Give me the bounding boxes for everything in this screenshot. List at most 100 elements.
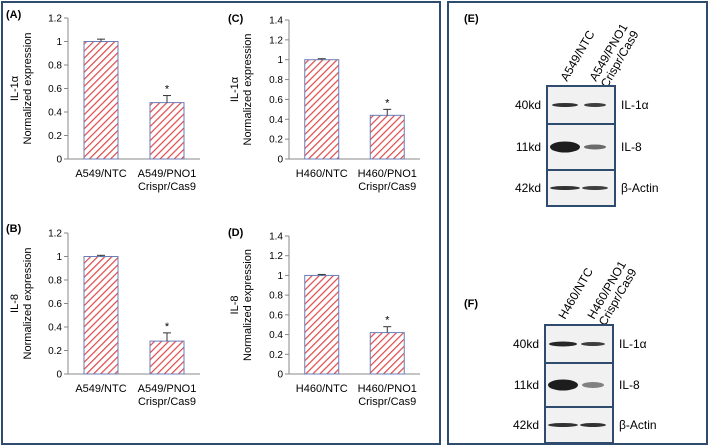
y-tick-label: 0.6 bbox=[48, 299, 62, 310]
category-label: H460/NTC bbox=[296, 168, 348, 180]
protein-label: IL-8 bbox=[619, 378, 640, 392]
molecular-weight: 40kd bbox=[515, 98, 541, 112]
y-tick-label: 0 bbox=[277, 155, 283, 166]
bar bbox=[369, 114, 405, 160]
y-axis-sublabel: Normalized expression bbox=[242, 34, 254, 146]
y-tick-label: 0 bbox=[56, 155, 62, 166]
panel-label: (C) bbox=[228, 13, 244, 25]
blot-band bbox=[584, 103, 606, 107]
y-axis-sublabel: Normalized expression bbox=[22, 33, 34, 145]
category-label: A549/PNO1 Crispr/Cas9 bbox=[138, 383, 197, 408]
molecular-weight: 11kd bbox=[514, 378, 539, 392]
protein-label: IL-1α bbox=[619, 337, 647, 351]
panel-label: (E) bbox=[464, 13, 479, 25]
y-tick-label: 0.6 bbox=[269, 310, 283, 321]
significance-marker: * bbox=[385, 315, 390, 327]
y-tick-label: 1.2 bbox=[269, 35, 283, 46]
panel-label: (F) bbox=[464, 298, 478, 310]
y-tick-label: 0 bbox=[56, 370, 62, 381]
y-tick-label: 0.8 bbox=[48, 276, 62, 287]
y-tick-label: 0.8 bbox=[269, 291, 283, 302]
bar bbox=[149, 340, 185, 375]
y-tick-label: 0.2 bbox=[48, 346, 62, 357]
panel-label: (A) bbox=[6, 9, 22, 21]
y-tick-label: 0.6 bbox=[48, 84, 62, 95]
blot-band bbox=[550, 141, 580, 153]
y-tick-label: 1.4 bbox=[269, 16, 283, 27]
y-axis-label: IL-8 bbox=[9, 294, 21, 313]
category-label: A549/NTC bbox=[75, 168, 126, 180]
y-tick-label: 0.4 bbox=[48, 323, 62, 334]
blot-band bbox=[582, 186, 608, 190]
y-tick-label: 0.8 bbox=[48, 61, 62, 72]
y-tick-label: 0 bbox=[277, 370, 283, 381]
blot-band bbox=[550, 186, 580, 190]
blot-band bbox=[552, 103, 578, 107]
protein-label: IL-1α bbox=[621, 98, 649, 112]
blot-box bbox=[546, 85, 616, 207]
y-tick-label: 1.4 bbox=[269, 232, 283, 243]
y-tick-label: 0.2 bbox=[48, 131, 62, 142]
y-axis-label: IL-1α bbox=[9, 75, 21, 101]
y-tick-label: 1.2 bbox=[48, 229, 62, 240]
y-axis-label: IL-1α bbox=[229, 76, 241, 102]
blot-band bbox=[584, 144, 606, 150]
category-label: H460/PNO1 Crispr/Cas9 bbox=[358, 383, 417, 408]
category-label: A549/NTC bbox=[75, 383, 126, 395]
left-panel-frame bbox=[1, 1, 441, 445]
category-label: H460/NTC bbox=[296, 383, 348, 395]
significance-marker: * bbox=[165, 321, 170, 333]
molecular-weight: 40kd bbox=[513, 337, 539, 351]
y-tick-label: 0.8 bbox=[269, 75, 283, 86]
chart-a: (A) 0 0.2 0.4 0.6 0.8 1 1.2 IL-1α Normalized expr… bbox=[6, 9, 200, 193]
lane-label: A549/PNO1Crispr/Cas9 bbox=[586, 21, 642, 90]
molecular-weight: 42kd bbox=[515, 181, 541, 195]
y-tick-label: 0.4 bbox=[48, 108, 62, 119]
blot-band bbox=[581, 342, 605, 346]
chart-b: (B) 0 0.2 0.4 0.6 0.8 1 1.2 IL-8 Normalized expre… bbox=[6, 223, 200, 408]
panel-label: (D) bbox=[228, 227, 244, 239]
chart-d: (D) 0 0.2 0.4 0.6 0.8 1 1.2 1.4 IL-8 Normalized ex… bbox=[228, 227, 420, 408]
significance-marker: * bbox=[165, 84, 170, 96]
y-tick-label: 0.4 bbox=[269, 115, 283, 126]
protein-label: β-Actin bbox=[619, 418, 657, 432]
molecular-weight: 11kd bbox=[516, 140, 541, 154]
y-axis-sublabel: Normalized expression bbox=[22, 248, 34, 360]
bar bbox=[149, 102, 185, 160]
y-tick-label: 1 bbox=[277, 271, 283, 282]
bar bbox=[369, 332, 405, 375]
lane-label: H460/PNO1Crispr/Cas9 bbox=[584, 258, 640, 328]
protein-label: β-Actin bbox=[621, 181, 659, 195]
blot-band bbox=[580, 423, 606, 427]
blot-band bbox=[549, 341, 577, 347]
protein-label: IL-8 bbox=[621, 140, 642, 154]
y-tick-label: 1 bbox=[277, 55, 283, 66]
blot-band bbox=[548, 423, 578, 427]
blot-band bbox=[582, 382, 604, 388]
y-axis-sublabel: Normalized expression bbox=[242, 249, 254, 361]
chart-c: (C) 0 0.2 0.4 0.6 0.8 1 1.2 1.4 IL-1α Normalized e… bbox=[228, 13, 420, 193]
y-tick-label: 0.4 bbox=[269, 330, 283, 341]
molecular-weight: 42kd bbox=[513, 418, 539, 432]
panel-label: (B) bbox=[6, 223, 22, 235]
y-tick-label: 0.2 bbox=[269, 350, 283, 361]
y-tick-label: 0.6 bbox=[269, 95, 283, 106]
y-tick-label: 1.2 bbox=[48, 14, 62, 25]
significance-marker: * bbox=[385, 97, 390, 109]
blot-box bbox=[544, 324, 614, 444]
bar bbox=[304, 274, 340, 375]
blot-band bbox=[548, 379, 578, 391]
y-tick-label: 1 bbox=[56, 37, 62, 48]
y-tick-label: 1 bbox=[56, 252, 62, 263]
y-tick-label: 0.2 bbox=[269, 135, 283, 146]
bar bbox=[83, 256, 119, 375]
y-tick-label: 1.2 bbox=[269, 251, 283, 262]
category-label: H460/PNO1 Crispr/Cas9 bbox=[358, 168, 417, 193]
bar bbox=[304, 59, 340, 160]
y-axis-label: IL-8 bbox=[229, 296, 241, 315]
category-label: A549/PNO1 Crispr/Cas9 bbox=[138, 168, 197, 193]
